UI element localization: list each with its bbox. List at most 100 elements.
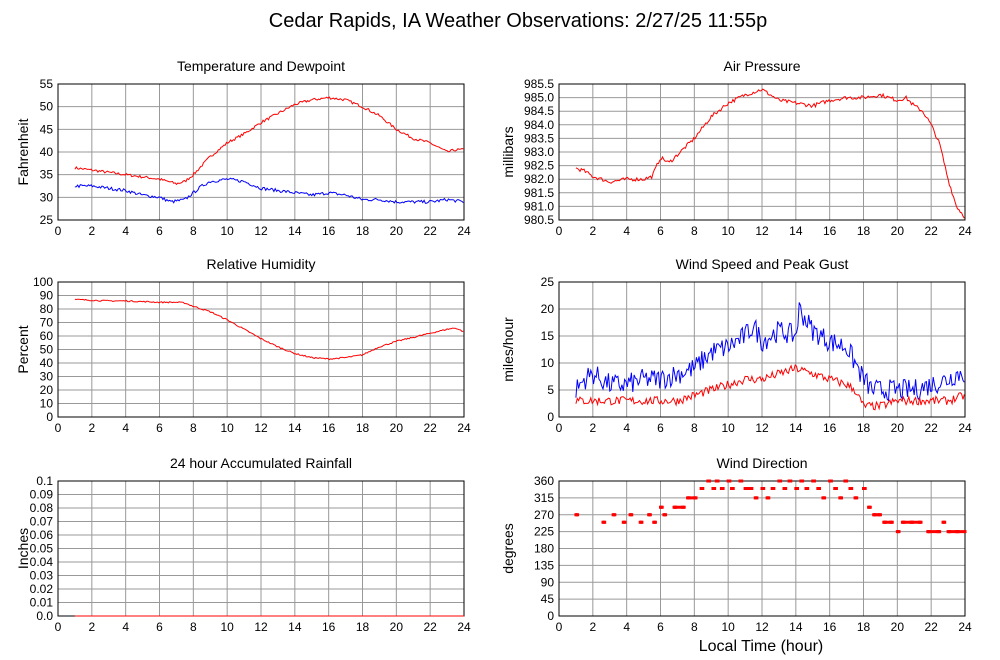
winddir-data-point	[829, 479, 833, 483]
pressure-x-tick-label: 4	[623, 224, 630, 238]
temp-y-tick-label: 25	[40, 213, 54, 227]
humidity-x-tick-label: 4	[122, 421, 129, 435]
winddir-data-point	[694, 496, 698, 500]
winddir-data-point	[713, 487, 717, 490]
winddir-data-point	[806, 487, 810, 490]
rain-y-tick-label: 0.03	[30, 569, 54, 583]
temp-series-line-0	[74, 96, 464, 186]
pressure-y-axis-label: millibars	[500, 126, 516, 177]
temp-x-tick-label: 14	[288, 224, 302, 238]
temp-x-tick-label: 18	[356, 224, 370, 238]
winddir-data-point	[796, 487, 800, 490]
humidity-x-tick-label: 10	[220, 421, 234, 435]
rain-y-tick-label: 0.07	[30, 515, 54, 529]
rain-x-tick-label: 2	[88, 620, 95, 634]
winddir-data-point	[850, 487, 854, 490]
winddir-data-point	[834, 487, 838, 490]
winddir-data-point	[623, 520, 627, 524]
winddir-data-point	[740, 479, 744, 483]
humidity-x-tick-label: 12	[254, 421, 268, 435]
rain-x-tick-label: 24	[457, 620, 471, 634]
wind-series-line-1	[575, 364, 965, 411]
winddir-data-point	[784, 487, 788, 490]
rain-x-tick-label: 16	[322, 620, 336, 634]
winddir-y-tick-label: 135	[534, 558, 554, 572]
winddir-x-tick-label: 12	[755, 620, 769, 634]
pressure-series-line-0	[575, 88, 965, 219]
winddir-data-point	[731, 487, 735, 490]
wind-x-tick-label: 22	[924, 421, 938, 435]
winddir-data-point	[938, 530, 942, 534]
winddir-data-point	[868, 505, 872, 509]
winddir-x-tick-label: 24	[958, 620, 972, 634]
winddir-data-point	[648, 513, 652, 517]
winddir-data-point	[660, 505, 664, 509]
wind-y-axis-label: miles/hour	[500, 317, 516, 382]
temp-y-tick-label: 35	[40, 168, 54, 182]
winddir-chart: 0 2 4 6 8 10 12 14 16 18 20 22 240459013518022527031…	[500, 455, 972, 634]
humidity-x-tick-label: 0	[55, 421, 62, 435]
rain-x-tick-label: 6	[156, 620, 163, 634]
winddir-data-point	[613, 513, 617, 517]
winddir-y-tick-label: 0	[547, 609, 554, 623]
humidity-x-tick-label: 16	[322, 421, 336, 435]
humidity-y-tick-label: 0	[46, 410, 53, 424]
humidity-x-tick-label: 14	[288, 421, 302, 435]
wind-x-tick-label: 6	[657, 421, 664, 435]
winddir-data-point	[603, 520, 607, 524]
pressure-x-tick-label: 6	[657, 224, 664, 238]
humidity-y-tick-label: 80	[40, 302, 54, 316]
winddir-x-tick-label: 8	[691, 620, 698, 634]
temp-x-tick-label: 12	[254, 224, 268, 238]
winddir-x-tick-label: 10	[721, 620, 735, 634]
rain-y-tick-label: 0.01	[30, 596, 54, 610]
wind-x-tick-label: 0	[556, 421, 563, 435]
x-axis-caption: Local Time (hour)	[699, 638, 824, 655]
pressure-y-tick-label: 985.5	[524, 77, 554, 91]
winddir-data-point	[750, 487, 754, 490]
temp-y-tick-label: 40	[40, 145, 54, 159]
winddir-data-point	[878, 513, 882, 517]
rain-y-tick-label: 0.05	[30, 542, 54, 556]
wind-y-tick-label: 15	[541, 329, 555, 343]
pressure-plot-frame	[558, 83, 966, 221]
winddir-data-point	[708, 479, 712, 483]
humidity-chart: 0 2 4 6 8 10 12 14 16 18 20 22 240102030405060708090…	[15, 256, 471, 435]
pressure-y-tick-label: 984.5	[524, 104, 554, 118]
winddir-plot-frame	[558, 480, 966, 617]
pressure-y-tick-label: 983.5	[524, 131, 554, 145]
winddir-data-point	[801, 479, 805, 483]
winddir-data-point	[863, 487, 867, 490]
temp-series-line-1	[74, 177, 464, 204]
winddir-data-point	[890, 520, 894, 524]
rain-x-tick-label: 0	[55, 620, 62, 634]
wind-x-tick-label: 16	[823, 421, 837, 435]
winddir-data-point	[728, 479, 732, 483]
winddir-data-point	[630, 513, 634, 517]
rain-x-tick-label: 4	[122, 620, 129, 634]
pressure-x-tick-label: 22	[924, 224, 938, 238]
pressure-y-tick-label: 980.5	[524, 213, 554, 227]
temp-x-tick-label: 24	[457, 224, 471, 238]
winddir-y-tick-label: 90	[541, 575, 555, 589]
humidity-y-tick-label: 30	[40, 370, 54, 384]
rain-x-tick-label: 18	[356, 620, 370, 634]
wind-y-tick-label: 10	[541, 356, 555, 370]
pressure-y-tick-label: 983.0	[524, 145, 554, 159]
pressure-y-tick-label: 981.0	[524, 199, 554, 213]
temp-x-tick-label: 16	[322, 224, 336, 238]
winddir-data-point	[897, 530, 901, 534]
wind-x-tick-label: 2	[589, 421, 596, 435]
wind-plot-frame	[558, 281, 966, 418]
winddir-data-point	[755, 496, 759, 500]
pressure-y-tick-label: 981.5	[524, 186, 554, 200]
winddir-data-point	[767, 496, 771, 500]
winddir-data-point	[943, 520, 947, 524]
temp-chart: 0 2 4 6 8 10 12 14 16 18 20 22 2425303540455055Tempe…	[15, 58, 471, 238]
wind-y-tick-label: 0	[547, 410, 554, 424]
temp-x-tick-label: 22	[423, 224, 437, 238]
winddir-data-point	[823, 496, 827, 500]
wind-x-tick-label: 18	[857, 421, 871, 435]
temp-plot-frame	[57, 83, 465, 221]
winddir-data-point	[762, 487, 766, 490]
